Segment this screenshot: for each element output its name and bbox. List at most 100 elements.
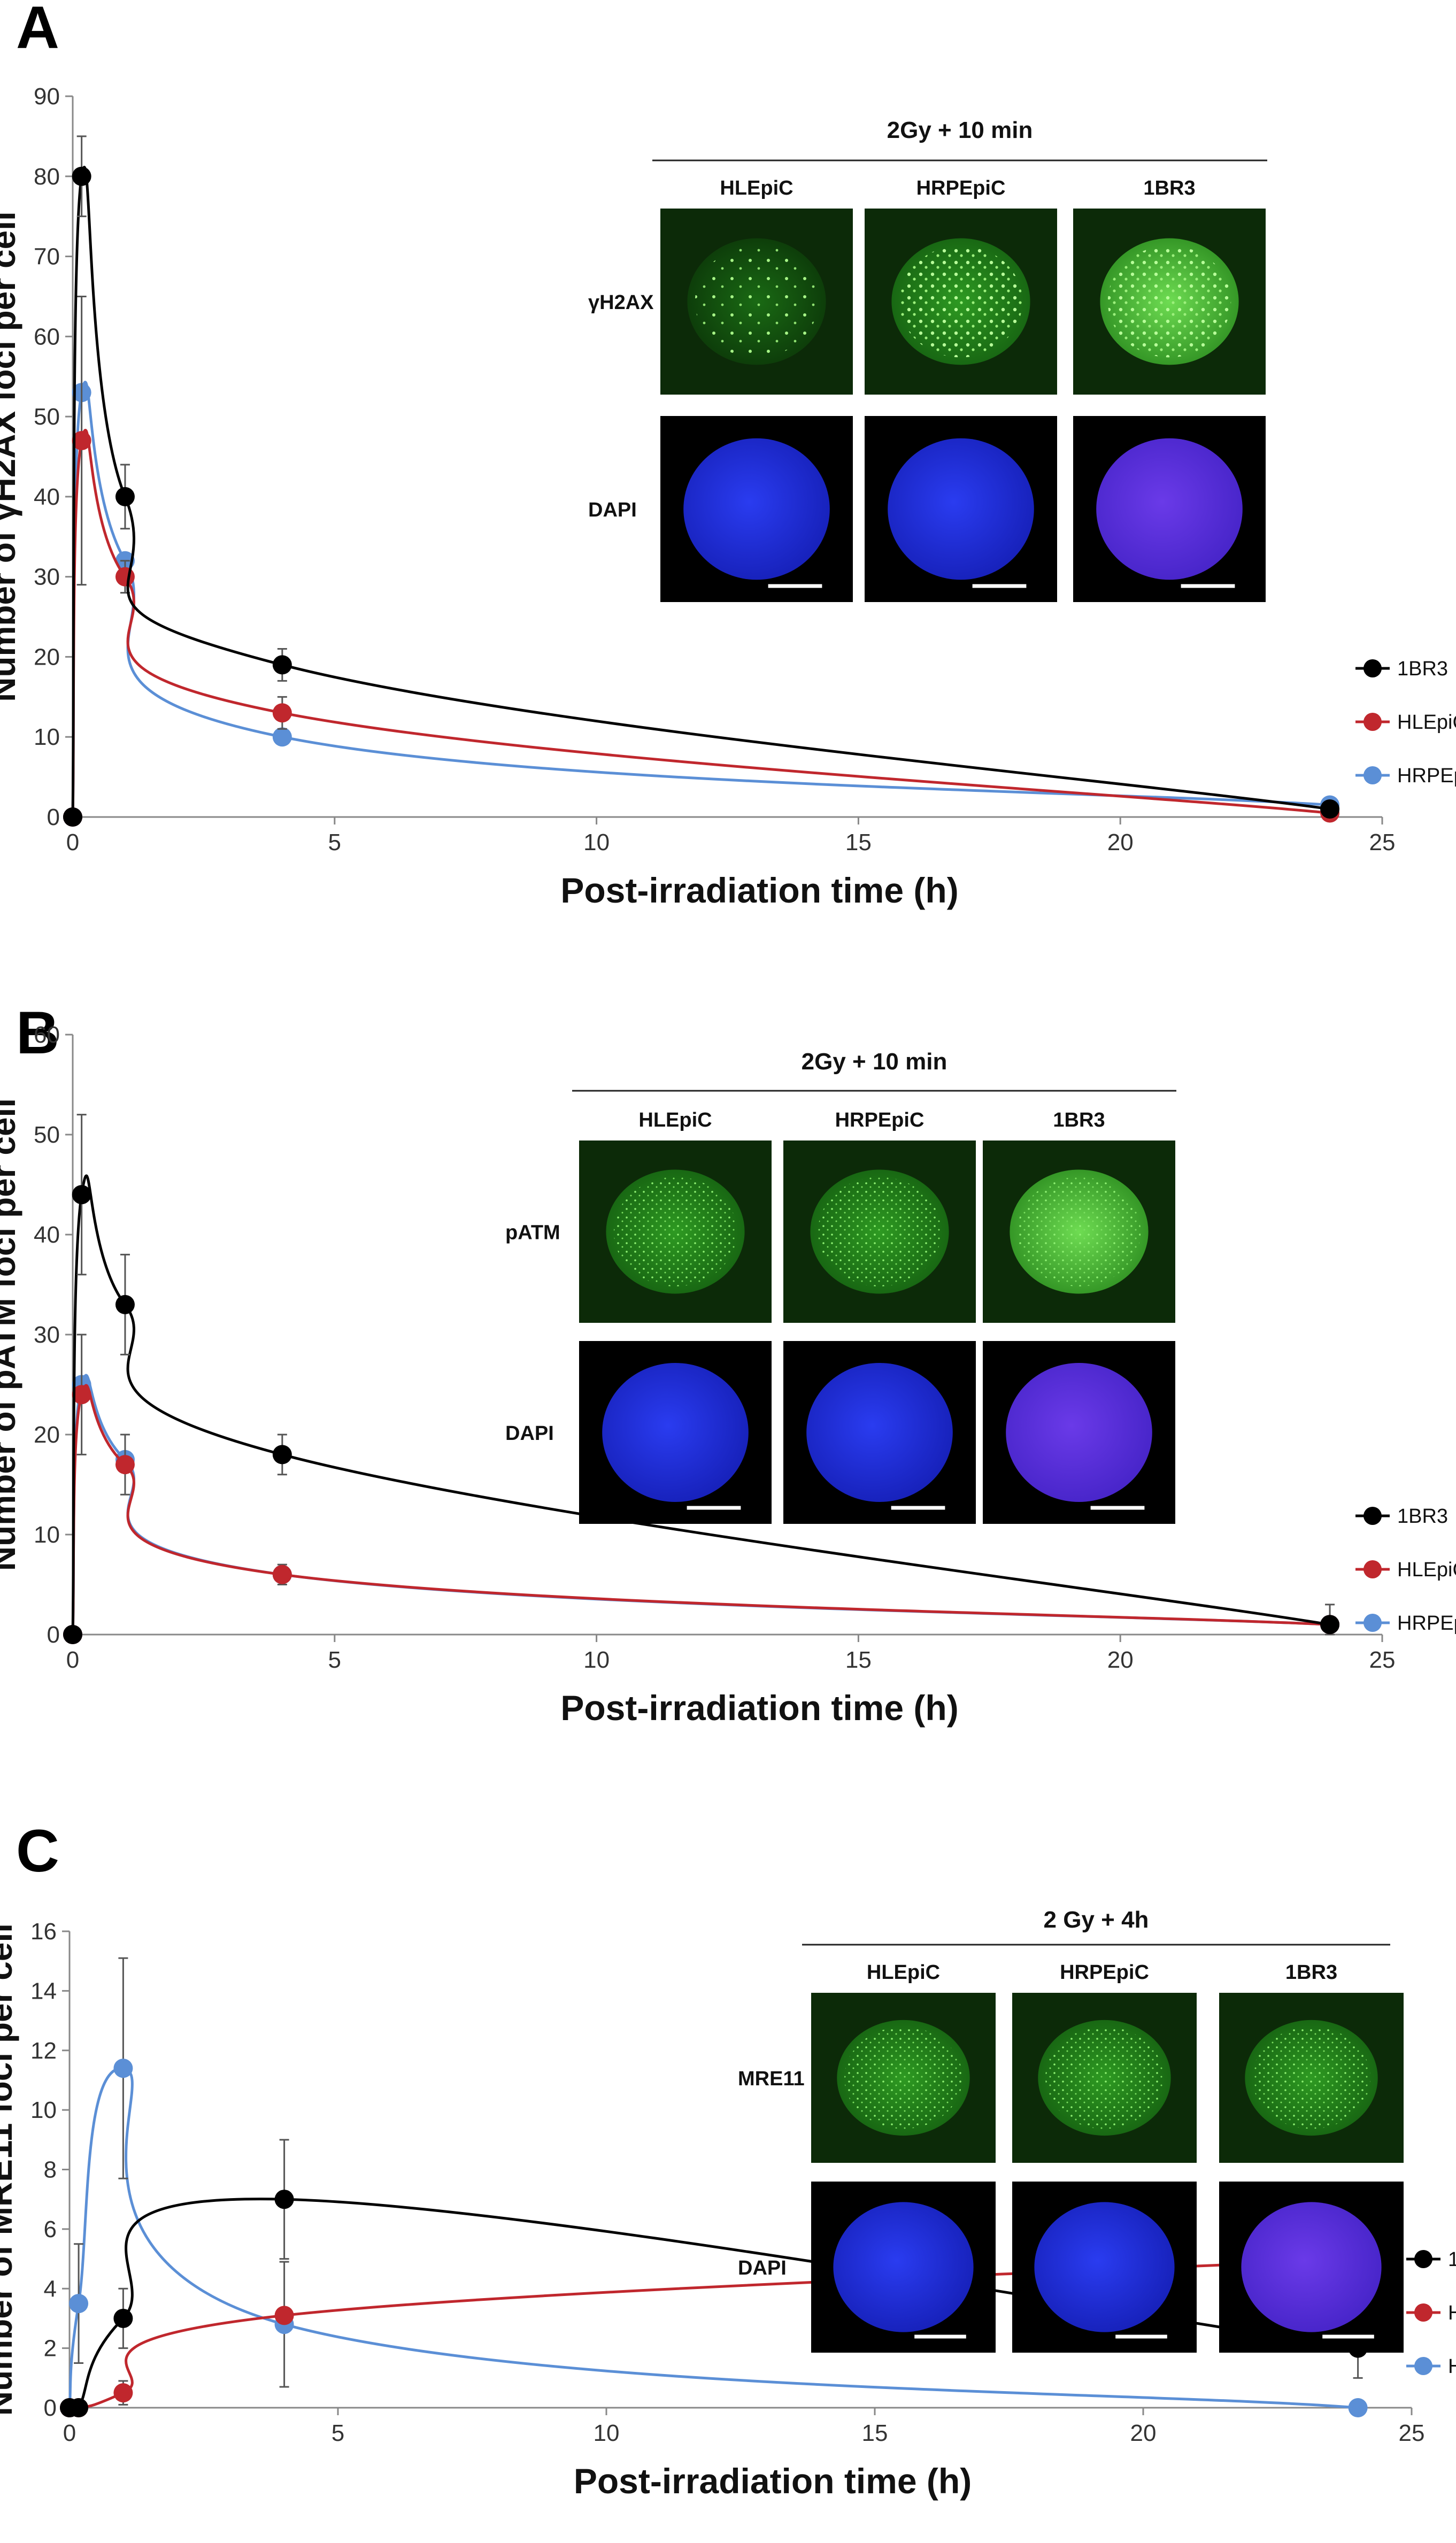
x-tick-label: 15 [862,2420,888,2446]
y-tick-label: 20 [34,1422,60,1448]
panel-label: C [16,1817,59,1884]
y-tick-label: 10 [34,724,60,750]
inset-column-label: HLEpiC [720,177,793,199]
legend-marker [1414,2250,1432,2268]
x-tick-label: 10 [594,2420,620,2446]
y-axis-title: Number of MRE11 foci per cell [0,1923,19,2416]
legend-label: HLEpiC [1448,2302,1456,2324]
foci-dots [613,1177,737,1286]
y-tick-label: 70 [34,244,60,270]
nucleus-dapi [1241,2202,1382,2332]
y-tick-label: 40 [34,484,60,510]
inset-column-label: HRPEpiC [916,177,1006,199]
x-tick-label: 25 [1369,1647,1396,1673]
foci-dots [818,1177,942,1286]
inset-title: 2Gy + 10 min [887,117,1033,143]
x-tick-label: 20 [1107,829,1134,856]
panel-label: B [16,999,59,1066]
data-point [69,2294,89,2314]
y-tick-label: 0 [47,804,60,830]
foci-dots [899,245,1023,358]
inset-column-label: HRPEpiC [835,1109,925,1131]
inset-row-label: DAPI [505,1422,554,1445]
inset-column-label: 1BR3 [1053,1109,1105,1131]
y-tick-label: 60 [34,323,60,350]
foci-dots [1107,245,1231,358]
data-point [63,807,82,827]
x-axis-title: Post-irradiation time (h) [560,870,958,910]
legend-marker [1363,713,1382,731]
x-tick-label: 0 [66,829,79,856]
data-point [272,703,292,723]
data-point [1320,799,1340,819]
x-tick-label: 20 [1107,1647,1134,1673]
nucleus-dapi [602,1363,749,1502]
nucleus-dapi [1034,2202,1175,2332]
x-tick-label: 15 [845,829,872,856]
y-tick-label: 12 [30,2038,57,2064]
foci-dots [695,245,819,358]
inset-row-label: pATM [505,1222,560,1244]
series-line [71,1174,1330,1635]
legend-marker [1363,766,1382,784]
inset-column-label: 1BR3 [1143,177,1195,199]
data-point [113,2059,133,2078]
legend-marker [1363,1614,1382,1632]
x-axis-title: Post-irradiation time (h) [560,1688,958,1728]
legend-label: HLEpiC [1397,1559,1456,1581]
y-tick-label: 20 [34,644,60,670]
inset-column-label: HRPEpiC [1060,1961,1149,1984]
legend-marker [1414,2357,1432,2375]
inset-row-label: DAPI [738,2257,787,2279]
data-point [272,1445,292,1465]
legend-label: 1BR3 [1397,658,1448,680]
y-tick-label: 8 [44,2157,57,2183]
legend-marker [1363,659,1382,677]
nucleus-dapi [833,2202,974,2332]
foci-dots [1045,2026,1164,2129]
x-tick-label: 0 [66,1647,79,1673]
data-point [63,1625,82,1644]
micrograph-inset: 2 Gy + 4h HLEpiC HRPEpiC 1BR3 MRE11 DAPI [738,1907,1404,2353]
data-point [72,1385,91,1405]
legend-marker [1363,1507,1382,1525]
x-tick-label: 20 [1130,2420,1157,2446]
nucleus-dapi [1006,1363,1152,1502]
data-point [115,487,135,506]
data-point [274,2190,294,2209]
y-axis-title: Number of γH2AX foci per cell [0,211,22,702]
series-1br3 [63,135,1340,827]
nucleus-dapi [888,438,1034,580]
inset-row-label: γH2AX [588,291,654,314]
y-tick-label: 4 [44,2276,57,2302]
x-tick-label: 10 [583,1647,610,1673]
series-line [68,2067,1358,2409]
y-tick-label: 0 [47,1622,60,1648]
y-axis-title: Number of pATM foci per cell [0,1098,22,1571]
data-point [115,1455,135,1475]
y-tick-label: 10 [34,1522,60,1548]
data-point [113,2308,133,2328]
legend-label: 1BR3 [1448,2248,1456,2271]
data-point [115,567,135,587]
legend-label: HRPEpiC [1397,1612,1456,1635]
y-tick-label: 14 [30,1978,57,2004]
y-tick-label: 90 [34,83,60,110]
inset-column-label: HLEpiC [638,1109,712,1131]
data-point [69,2398,89,2417]
inset-column-label: HLEpiC [867,1961,940,1984]
y-tick-label: 6 [44,2216,57,2243]
data-point [115,1294,135,1314]
y-tick-label: 30 [34,564,60,590]
panel-c: C 0 2 4 6 8 10 12 14 16 0 5 10 15 20 25 Post-irradiation… [0,1817,1456,2501]
data-point [1348,2398,1368,2417]
data-point [272,727,292,747]
y-tick-label: 50 [34,1122,60,1148]
x-tick-label: 0 [63,2420,76,2446]
data-point [274,2306,294,2325]
foci-dots [1017,1177,1141,1286]
inset-row-label: DAPI [588,499,637,521]
series-1br3 [63,1114,1340,1644]
legend-marker [1363,1560,1382,1578]
data-point [272,655,292,675]
